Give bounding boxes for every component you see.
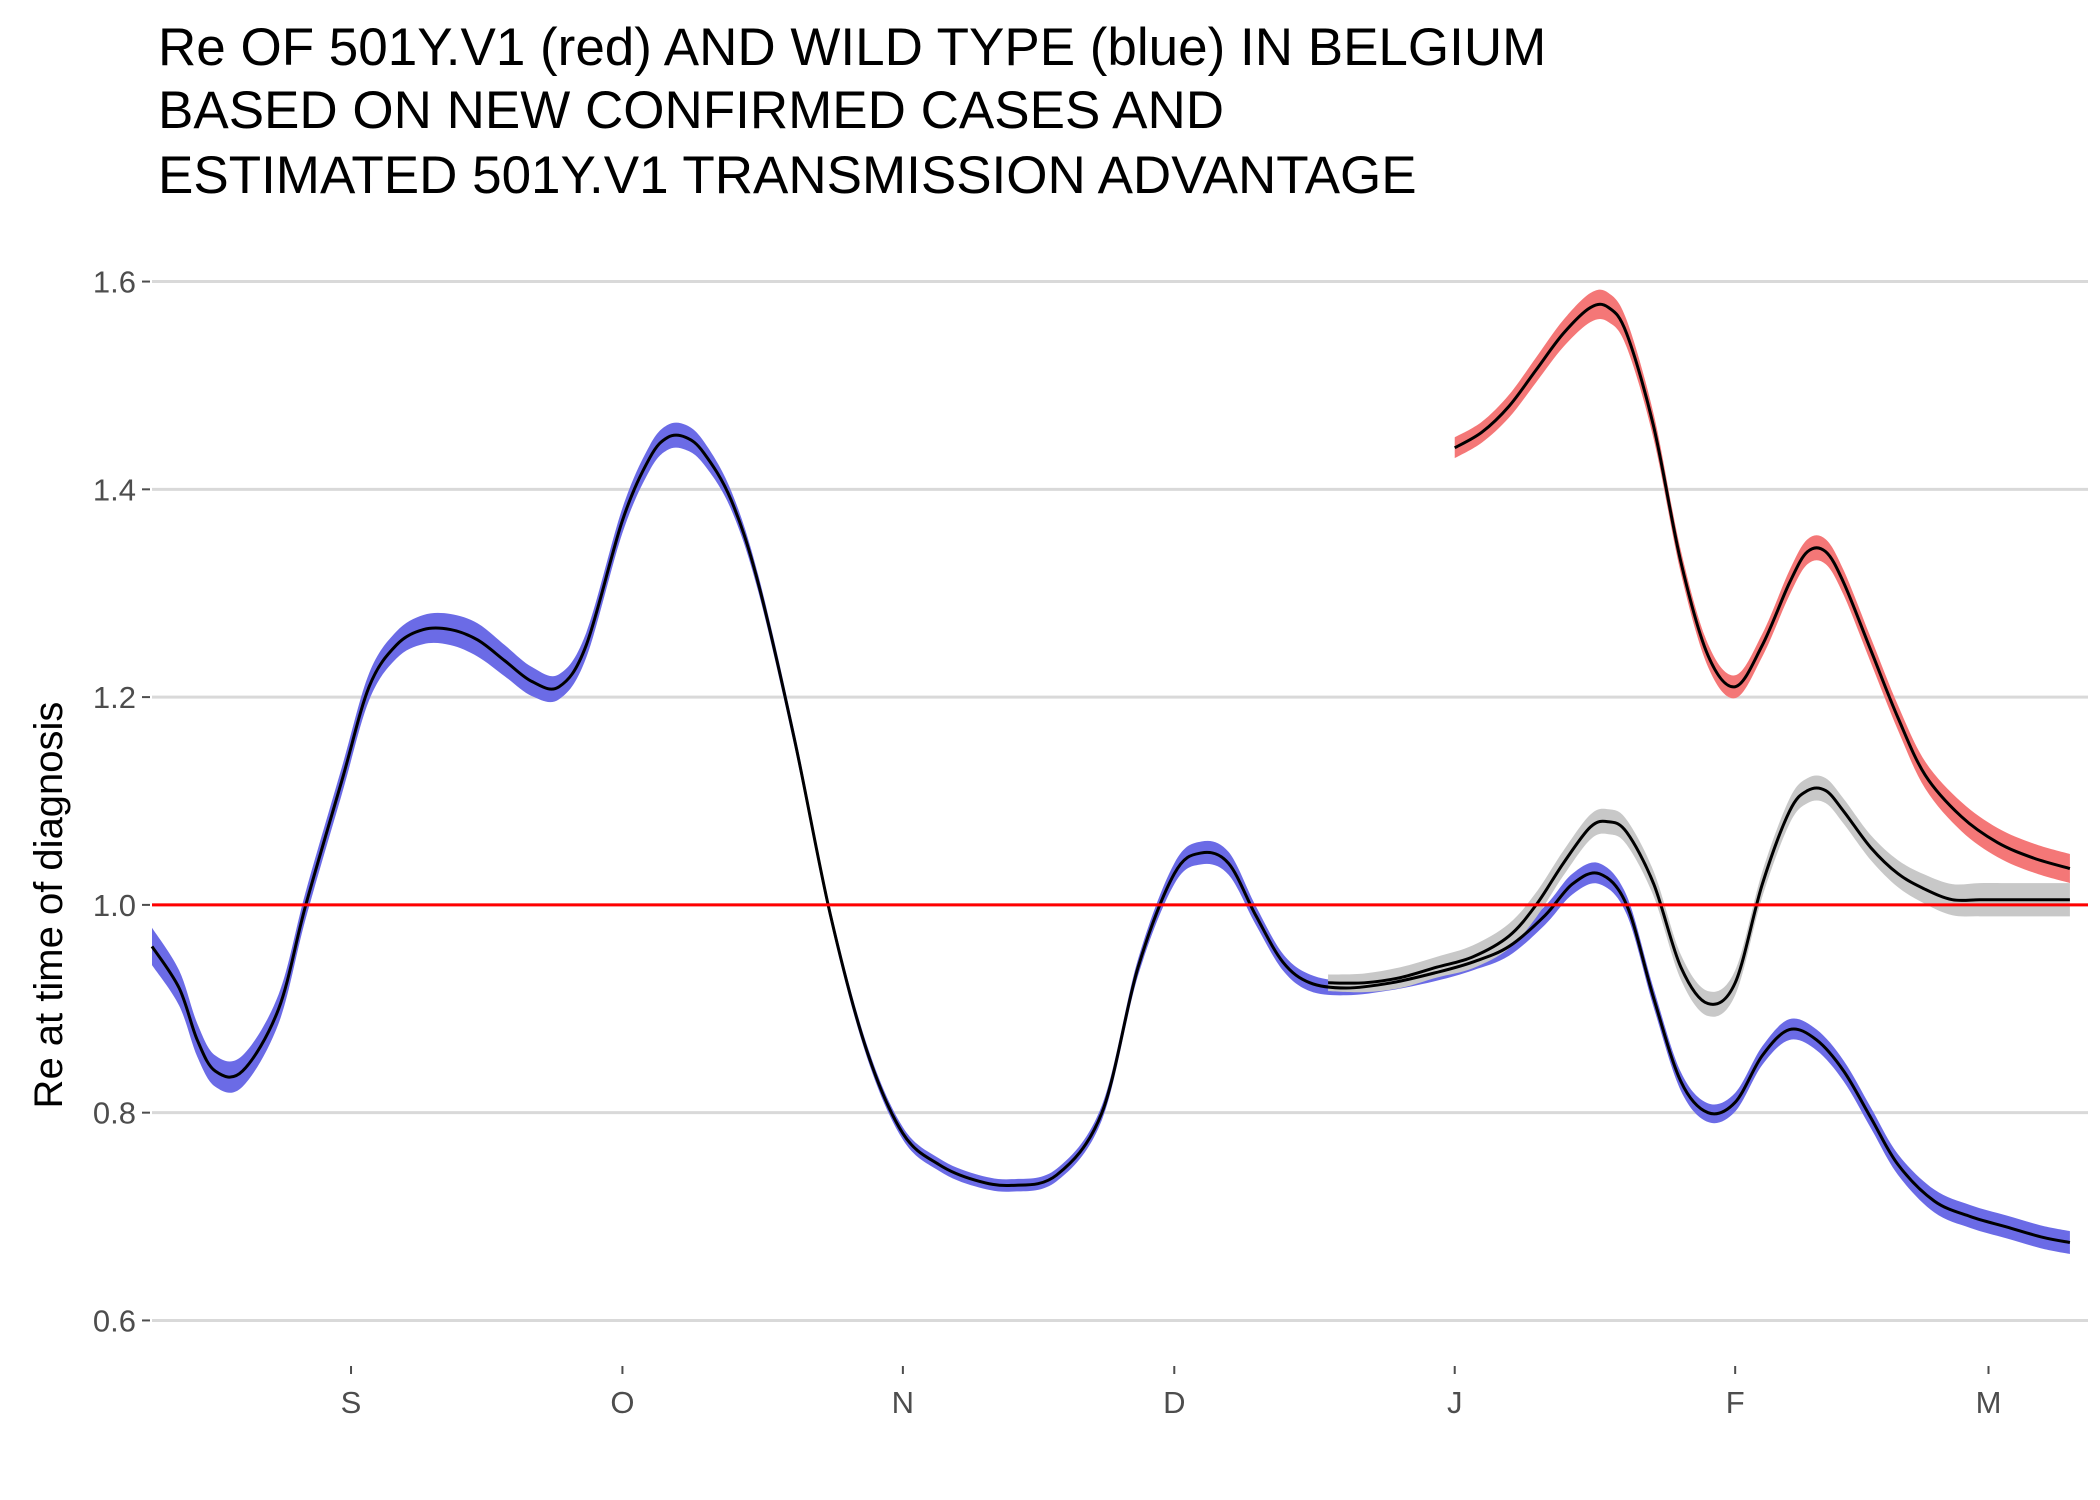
x-tick-label: D	[1163, 1385, 1185, 1420]
x-tick-label: S	[341, 1385, 362, 1420]
x-tick-label: O	[610, 1385, 634, 1420]
axes: 0.6 0.8 1.0 1.2 1.4 1.6 S O N D J F M	[93, 265, 2002, 1420]
x-tick-label: F	[1726, 1385, 1745, 1420]
y-tick-label: 1.2	[93, 680, 136, 715]
series-line-1	[150, 433, 2071, 1245]
y-tick-label: 0.6	[93, 1303, 136, 1338]
confidence-bands	[152, 289, 2070, 1254]
x-tick-label: M	[1976, 1385, 2002, 1420]
y-tick-label: 1.0	[93, 888, 136, 923]
confidence-band-2	[1454, 289, 2070, 884]
y-tick-label: 0.8	[93, 1096, 136, 1131]
y-tick-label: 1.4	[93, 472, 136, 507]
chart-title-line-3: ESTIMATED 501Y.V1 TRANSMISSION ADVANTAGE	[158, 146, 1417, 205]
series-line-3	[1328, 786, 2070, 1006]
y-axis-title: Re at time of diagnosis	[27, 702, 71, 1109]
x-tick-label: N	[892, 1385, 914, 1420]
confidence-band-3	[1328, 775, 2070, 1017]
y-tick-label: 1.6	[93, 265, 136, 300]
chart-title-line-1: Re OF 501Y.V1 (red) AND WILD TYPE (blue)…	[158, 18, 1546, 77]
series-line-2	[1453, 302, 2071, 870]
chart-title-line-2: BASED ON NEW CONFIRMED CASES AND	[158, 81, 1224, 140]
series-lines	[150, 302, 2071, 1245]
x-tick-label: J	[1447, 1385, 1463, 1420]
chart-title: Re OF 501Y.V1 (red) AND WILD TYPE (blue)…	[158, 18, 1546, 205]
